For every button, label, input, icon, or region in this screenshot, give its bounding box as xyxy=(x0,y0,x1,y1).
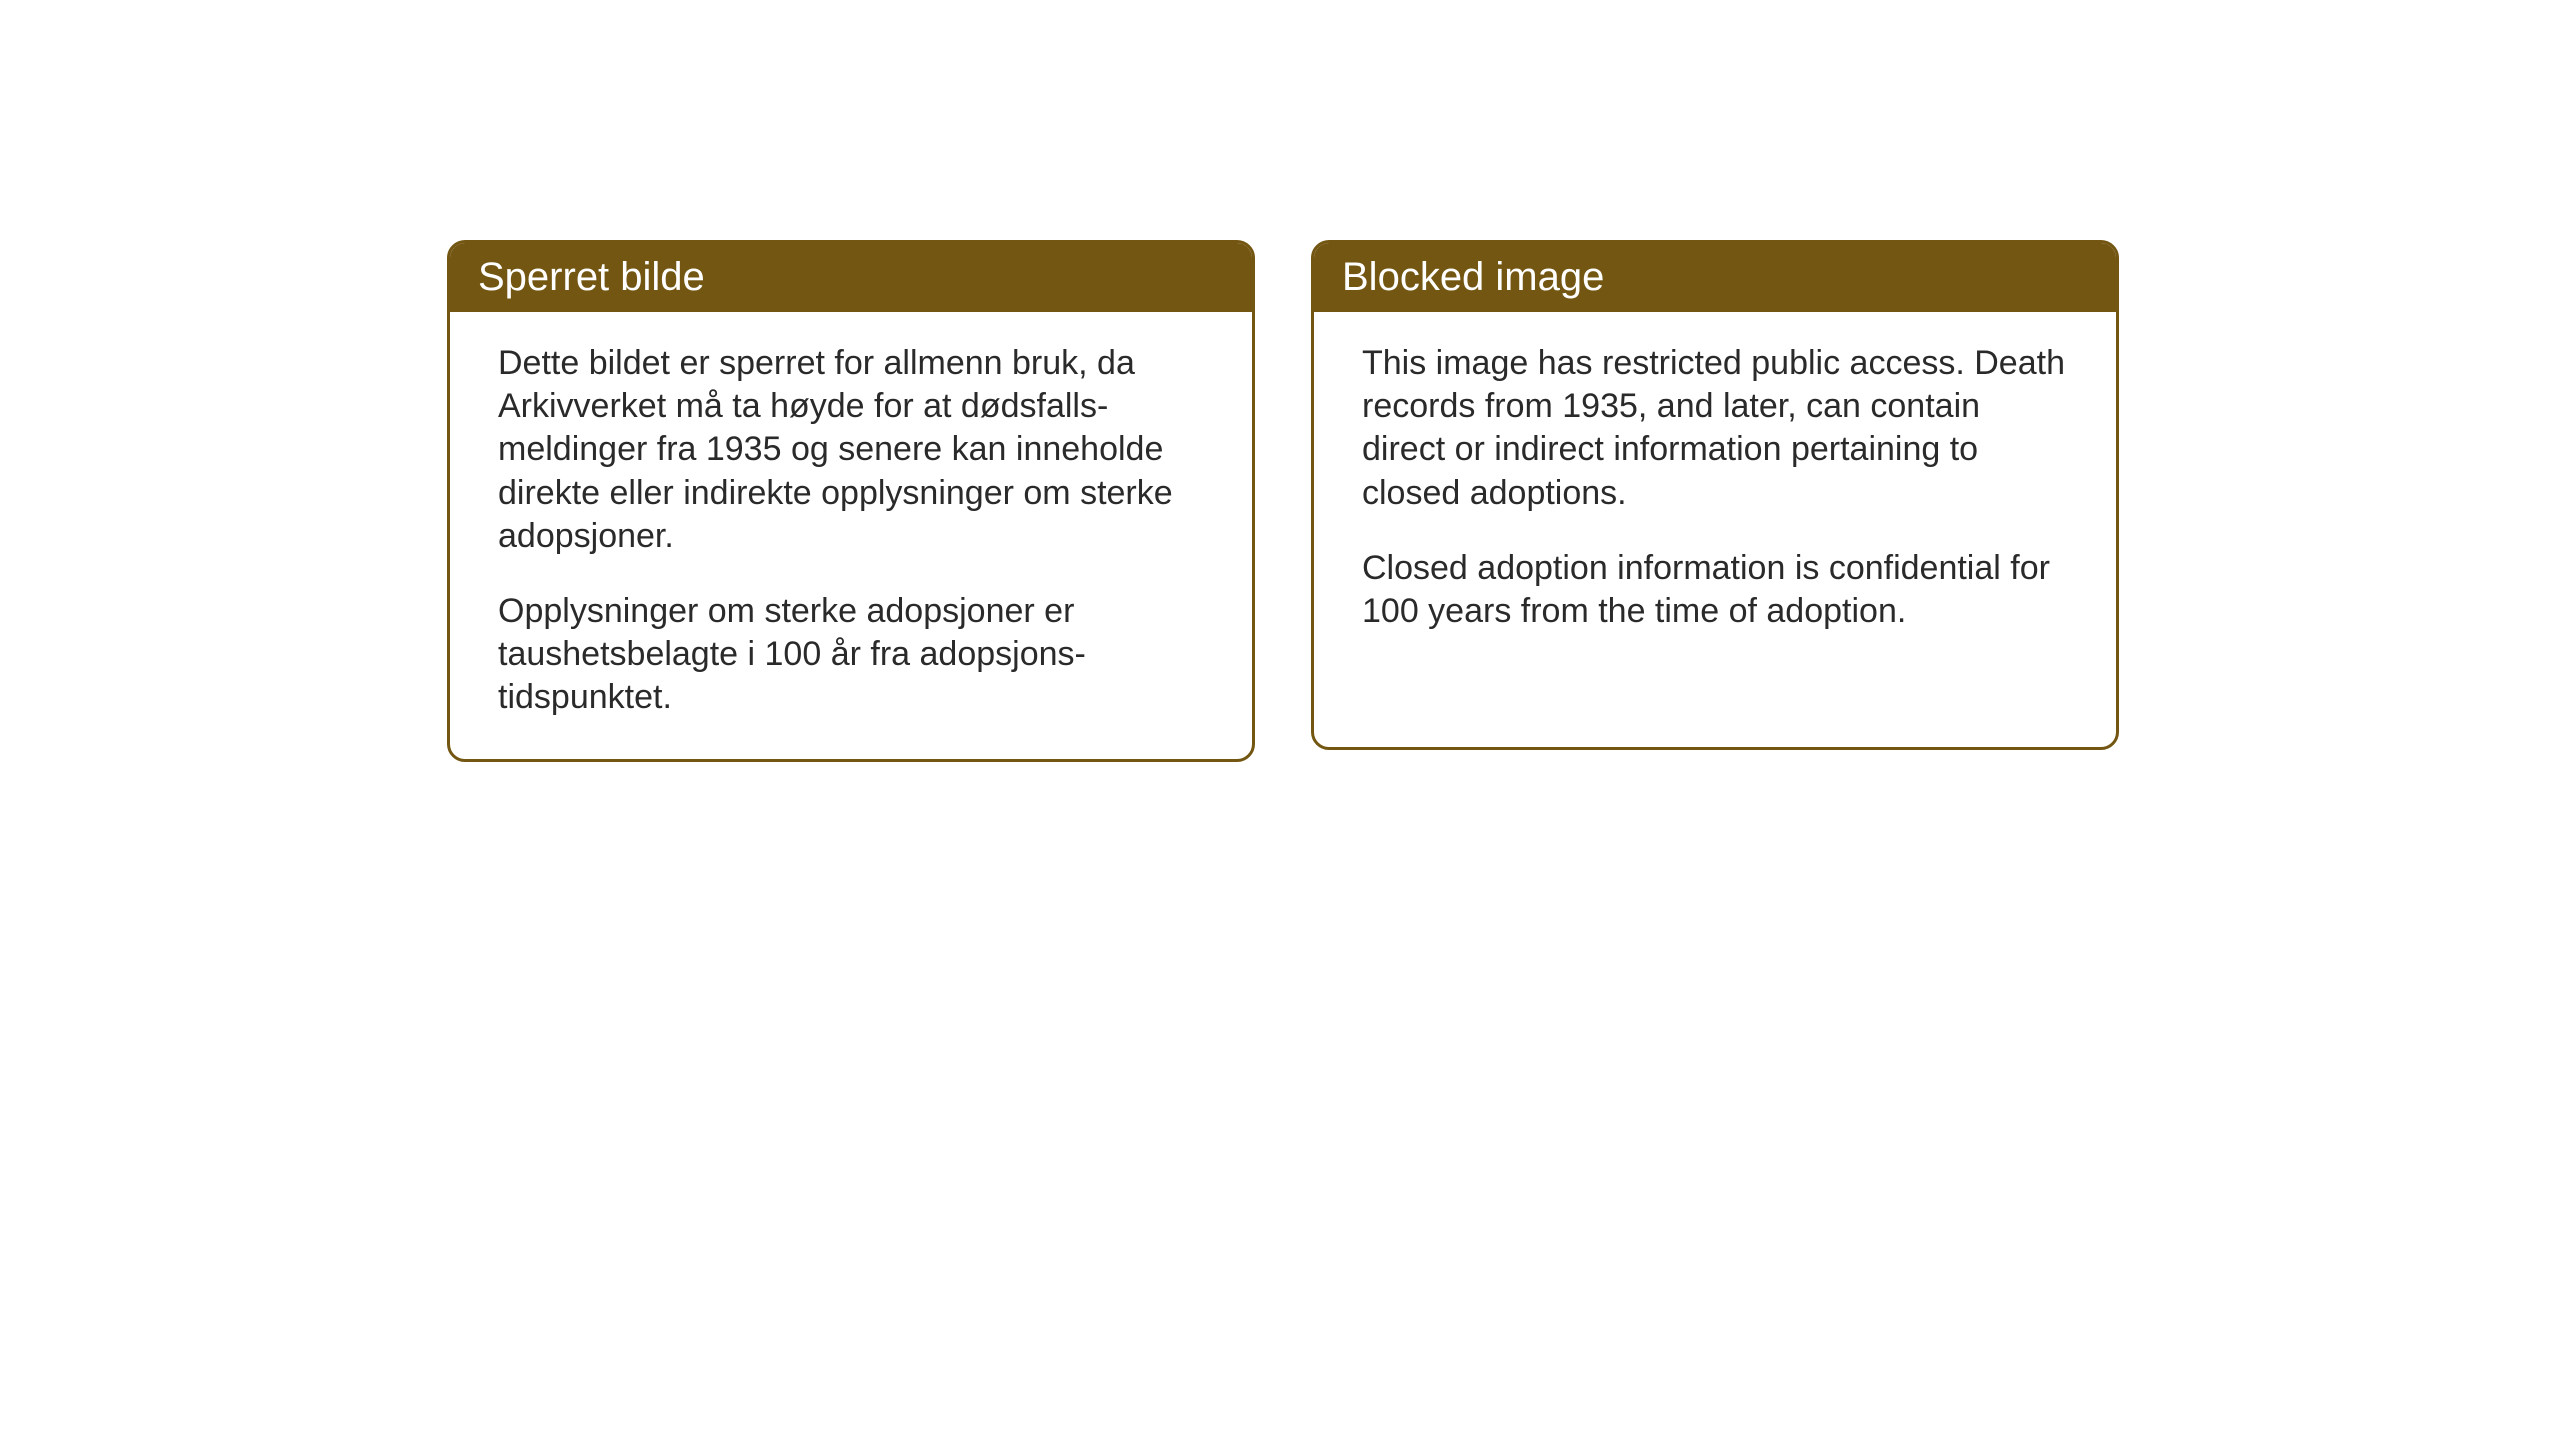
card-english: Blocked image This image has restricted … xyxy=(1311,240,2119,750)
card-body-english: This image has restricted public access.… xyxy=(1314,312,2116,673)
card-paragraph-2-norwegian: Opplysninger om sterke adopsjoner er tau… xyxy=(498,590,1204,720)
card-paragraph-1-norwegian: Dette bildet er sperret for allmenn bruk… xyxy=(498,342,1204,558)
card-title-english: Blocked image xyxy=(1342,255,1604,299)
card-header-norwegian: Sperret bilde xyxy=(450,243,1252,312)
cards-container: Sperret bilde Dette bildet er sperret fo… xyxy=(447,240,2119,762)
card-paragraph-1-english: This image has restricted public access.… xyxy=(1362,342,2068,515)
card-title-norwegian: Sperret bilde xyxy=(478,255,705,299)
card-paragraph-2-english: Closed adoption information is confident… xyxy=(1362,547,2068,633)
card-norwegian: Sperret bilde Dette bildet er sperret fo… xyxy=(447,240,1255,762)
card-body-norwegian: Dette bildet er sperret for allmenn bruk… xyxy=(450,312,1252,759)
card-header-english: Blocked image xyxy=(1314,243,2116,312)
